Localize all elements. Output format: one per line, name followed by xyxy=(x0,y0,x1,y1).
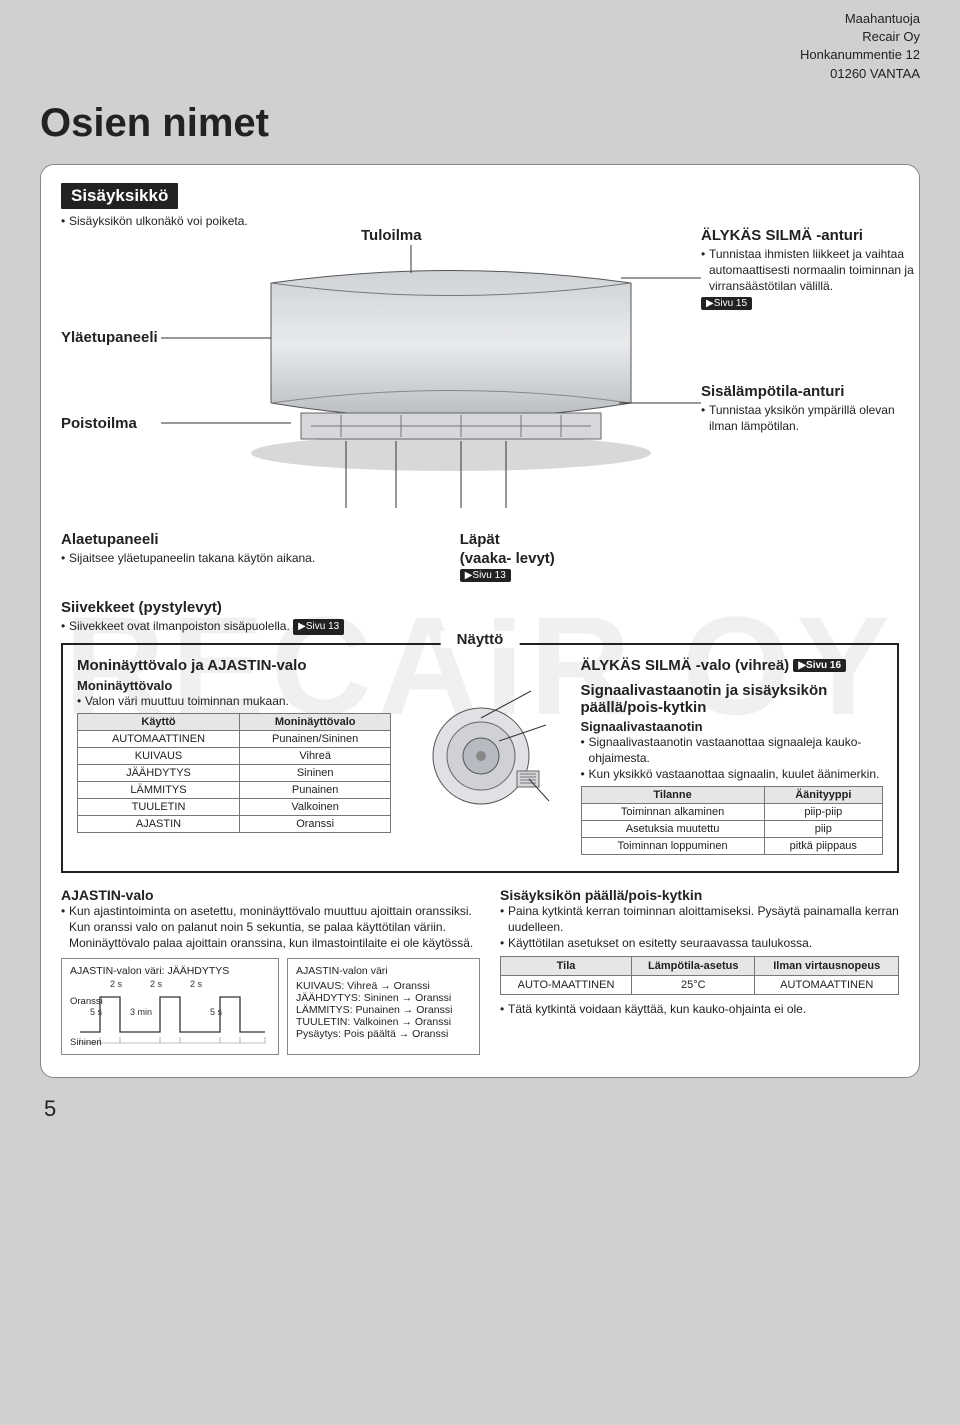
main-panel: RECAIR OY Sisäyksikkö Sisäyksikön ulkonä… xyxy=(40,164,920,1078)
t-2s-1: 2 s xyxy=(110,979,123,989)
unit-diagram-area: Tuloilma Yläetupaneeli Poistoilma ÄLYKÄS… xyxy=(61,233,899,523)
page-number: 5 xyxy=(44,1096,960,1122)
header-line3: Honkanummentie 12 xyxy=(0,46,920,64)
label-alaetupaneeli: Alaetupaneeli Sijaitsee yläetupaneelin t… xyxy=(61,531,430,585)
display-dial-illustration xyxy=(405,657,566,856)
header-line4: 01260 VANTAA xyxy=(0,65,920,83)
header-line1: Maahantuoja xyxy=(0,10,920,28)
signal-section: ÄLYKÄS SILMÄ -valo (vihreä) ▶Sivu 16 Sig… xyxy=(581,657,883,856)
t-3min: 3 min xyxy=(130,1007,152,1017)
timing-diagram-box: AJASTIN-valon väri: JÄÄHDYTYS 2 s 2 s 2 … xyxy=(61,958,279,1055)
page-ref-13b: ▶Sivu 13 xyxy=(293,619,344,635)
mode-color-table: KäyttöMoninäyttövalo AUTOMAATTINENPunain… xyxy=(77,713,391,833)
header-line2: Recair Oy xyxy=(0,28,920,46)
trans-row-1: JÄÄHDYTYS: SininenOranssi xyxy=(296,992,471,1004)
label-lapat: Läpät (vaaka- levyt) ▶Sivu 13 xyxy=(460,531,899,585)
label-smart-eye: ÄLYKÄS SILMÄ -anturi Tunnistaa ihmisten … xyxy=(701,227,921,311)
page-ref-13a: ▶Sivu 13 xyxy=(460,569,511,582)
label-poistoilma: Poistoilma xyxy=(61,415,137,432)
label-ylaetupaneeli: Yläetupaneeli xyxy=(61,329,158,346)
page-ref-16: ▶Sivu 16 xyxy=(793,659,846,672)
display-label: Näyttö xyxy=(441,631,520,648)
siivekkeet-section: Siivekkeet (pystylevyt) Siivekkeet ovat … xyxy=(61,599,899,635)
multi-light-section: Moninäyttövalo ja AJASTIN-valo Moninäytt… xyxy=(77,657,391,856)
page-title: Osien nimet xyxy=(40,101,920,146)
trans-row-0: KUIVAUS: VihreäOranssi xyxy=(296,980,471,992)
color-transition-box: AJASTIN-valon väri KUIVAUS: VihreäOranss… xyxy=(287,958,480,1055)
display-box: Näyttö Moninäyttövalo ja AJASTIN-valo Mo… xyxy=(61,643,899,874)
page-ref-15: ▶Sivu 15 xyxy=(701,297,752,310)
trans-row-2: LÄMMITYS: PunainenOranssi xyxy=(296,1004,471,1016)
indoor-unit-badge: Sisäyksikkö xyxy=(61,183,178,209)
mode-settings-table: Tila Lämpötila-asetus Ilman virtausnopeu… xyxy=(500,956,899,995)
t-2s-2: 2 s xyxy=(150,979,163,989)
importer-address: Maahantuoja Recair Oy Honkanummentie 12 … xyxy=(0,0,960,91)
ajastin-section: AJASTIN-valo Kun ajastintoiminta on aset… xyxy=(61,887,480,1055)
t-2s-3: 2 s xyxy=(190,979,203,989)
onoff-section: Sisäyksikön päällä/pois-kytkin Paina kyt… xyxy=(500,887,899,1055)
indoor-unit-illustration xyxy=(241,253,661,483)
label-indoor-temp: Sisälämpötila-anturi Tunnistaa yksikön y… xyxy=(701,383,921,434)
trans-row-3: TUULETIN: ValkoinenOranssi xyxy=(296,1016,471,1028)
bottom-row: AJASTIN-valo Kun ajastintoiminta on aset… xyxy=(61,887,899,1055)
signal-sound-table: TilanneÄänityyppi Toiminnan alkaminenpii… xyxy=(581,786,883,855)
label-tuloilma: Tuloilma xyxy=(361,227,422,244)
trans-row-4: Pysäytys: Pois päältäOranssi xyxy=(296,1028,471,1040)
lower-labels-row: Alaetupaneeli Sijaitsee yläetupaneelin t… xyxy=(61,531,899,585)
